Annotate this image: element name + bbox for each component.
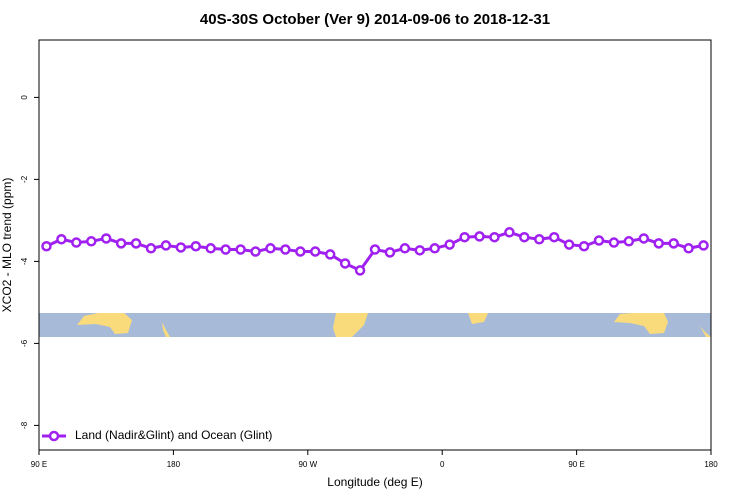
data-point	[130, 238, 142, 249]
data-point	[339, 258, 351, 269]
data-point	[115, 238, 127, 249]
y-tick-label: -4	[20, 257, 29, 265]
legend-marker	[48, 430, 60, 442]
x-tick-label: 180	[704, 460, 718, 469]
data-point	[265, 243, 276, 254]
data-point	[354, 265, 366, 276]
data-point	[220, 244, 231, 255]
data-point	[504, 227, 515, 238]
data-point	[668, 238, 679, 249]
data-point	[459, 231, 470, 243]
data-point	[593, 235, 605, 246]
data-point	[41, 240, 52, 252]
data-point	[100, 233, 112, 244]
x-tick-label: 90 E	[568, 460, 584, 469]
x-tick-label: 180	[167, 460, 181, 469]
x-tick-label: 0	[440, 460, 445, 469]
y-tick-label: 0	[20, 95, 29, 100]
y-axis-label: XCO2 - MLO trend (ppm)	[0, 178, 14, 313]
map-strip	[39, 313, 711, 337]
data-point	[578, 240, 590, 252]
data-point	[638, 233, 650, 244]
data-point	[474, 231, 485, 242]
data-point	[683, 243, 694, 254]
data-point	[608, 237, 620, 248]
data-point	[698, 240, 709, 251]
y-tick-label: -8	[20, 421, 29, 429]
data-point	[175, 242, 187, 253]
data-point	[71, 237, 82, 248]
data-point	[563, 239, 575, 250]
data-point	[160, 240, 172, 251]
data-point	[653, 238, 664, 249]
data-point	[429, 243, 440, 254]
data-point	[623, 236, 635, 247]
data-point	[145, 243, 157, 254]
data-point	[235, 244, 246, 255]
data-point	[190, 240, 202, 252]
data-point	[534, 234, 545, 245]
plot-frame	[38, 39, 712, 451]
data-point	[548, 231, 560, 243]
data-point	[399, 243, 411, 254]
data-point	[56, 234, 67, 245]
x-axis-label: Longitude (deg E)	[327, 475, 422, 489]
data-point	[384, 247, 396, 258]
data-point	[86, 236, 97, 247]
x-tick-label: 90 W	[298, 460, 317, 469]
data-point	[519, 231, 530, 243]
data-point	[369, 244, 381, 255]
legend-label: Land (Nadir&Glint) and Ocean (Glint)	[75, 428, 272, 442]
data-point	[250, 246, 261, 257]
chart-title: 40S-30S October (Ver 9) 2014-09-06 to 20…	[200, 11, 550, 28]
data-point	[489, 231, 500, 243]
y-tick-label: -2	[20, 175, 29, 183]
y-tick-label: -6	[20, 339, 29, 347]
data-point	[414, 245, 426, 256]
x-tick-label: 90 E	[31, 460, 47, 469]
data-point	[444, 239, 455, 250]
data-point	[310, 246, 321, 257]
data-point	[295, 246, 306, 257]
data-point	[324, 249, 336, 260]
data-point	[205, 243, 216, 254]
data-point	[280, 244, 291, 255]
